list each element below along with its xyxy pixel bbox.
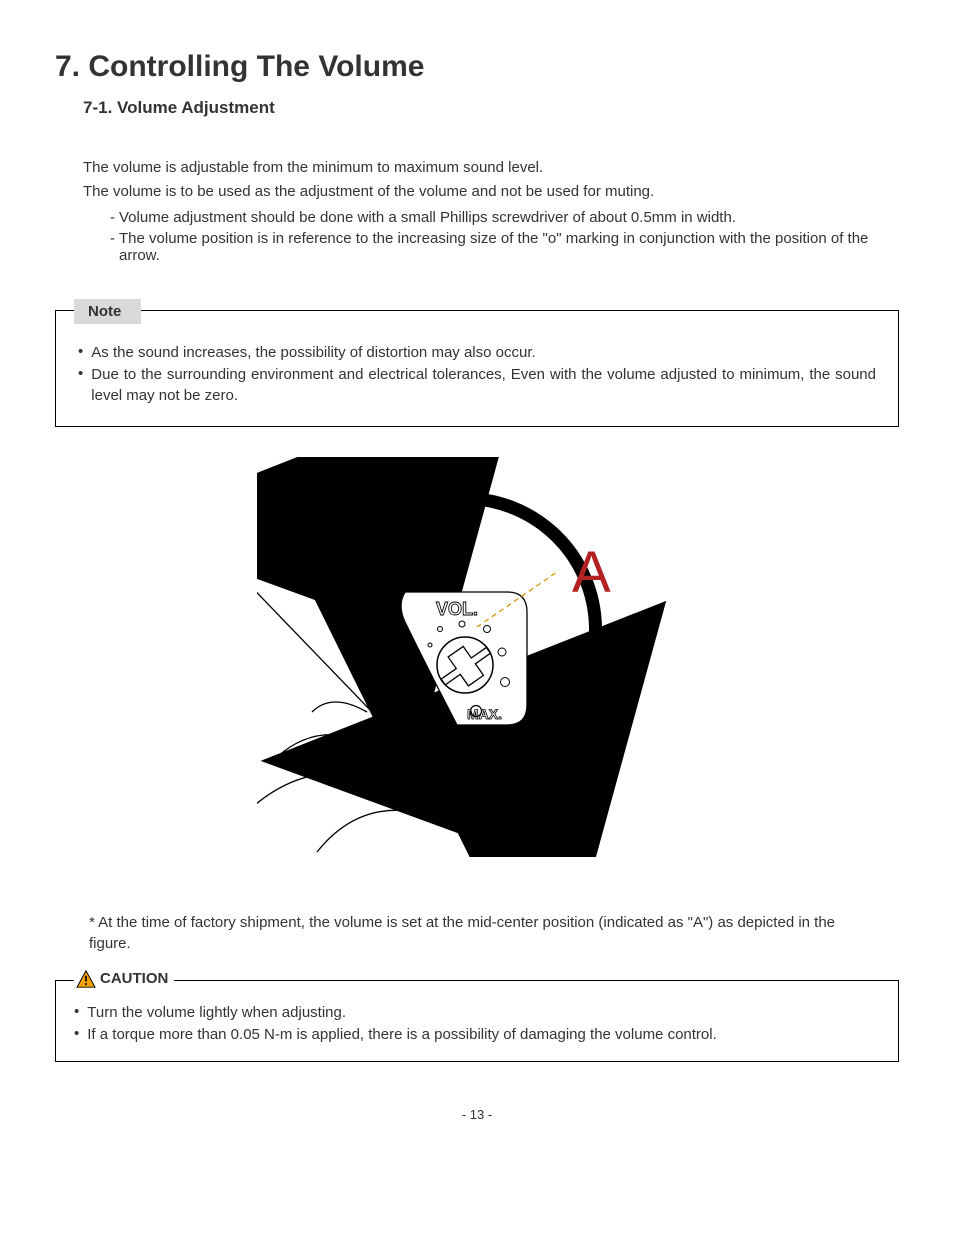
intro-line: The volume is to be used as the adjustme… [83, 182, 899, 202]
dash-icon: - [110, 230, 115, 264]
list-text: If a torque more than 0.05 N-m is applie… [87, 1025, 880, 1045]
caution-box: CAUTION • Turn the volume lightly when a… [55, 980, 899, 1063]
list-item: - The volume position is in reference to… [110, 230, 899, 264]
list-text: The volume position is in reference to t… [119, 230, 899, 264]
bullet-icon: • [78, 365, 83, 406]
page-number: - 13 - [55, 1107, 899, 1122]
list-item: • Turn the volume lightly when adjusting… [74, 1003, 880, 1023]
note-label: Note [74, 299, 141, 324]
page-heading: 7. Controlling The Volume [55, 50, 899, 84]
bullet-icon: • [74, 1025, 79, 1045]
section-heading: 7-1. Volume Adjustment [83, 98, 899, 118]
warning-icon [76, 970, 96, 988]
list-text: As the sound increases, the possibility … [91, 343, 876, 363]
list-item: - Volume adjustment should be done with … [110, 209, 899, 226]
dash-list: - Volume adjustment should be done with … [110, 209, 899, 264]
caution-text: CAUTION [100, 970, 168, 987]
max-label: MAX. [467, 706, 502, 722]
volume-diagram: VOL. MAX. A [257, 457, 697, 862]
vol-plate: VOL. MAX. [401, 592, 527, 725]
list-item: • Due to the surrounding environment and… [78, 365, 876, 406]
dash-icon: - [110, 209, 115, 226]
note-box: Note • As the sound increases, the possi… [55, 310, 899, 427]
list-item: • As the sound increases, the possibilit… [78, 343, 876, 363]
list-item: • If a torque more than 0.05 N-m is appl… [74, 1025, 880, 1045]
list-text: Turn the volume lightly when adjusting. [87, 1003, 880, 1023]
list-text: Due to the surrounding environment and e… [91, 365, 876, 406]
callout-a: A [572, 540, 611, 605]
figure-footnote: * At the time of factory shipment, the v… [89, 912, 871, 954]
intro-line: The volume is adjustable from the minimu… [83, 158, 899, 178]
bullet-icon: • [78, 343, 83, 363]
caution-label: CAUTION [74, 969, 174, 989]
list-text: Volume adjustment should be done with a … [119, 209, 899, 226]
bullet-icon: • [74, 1003, 79, 1023]
vol-label: VOL. [436, 599, 478, 619]
screw-head [437, 637, 493, 693]
